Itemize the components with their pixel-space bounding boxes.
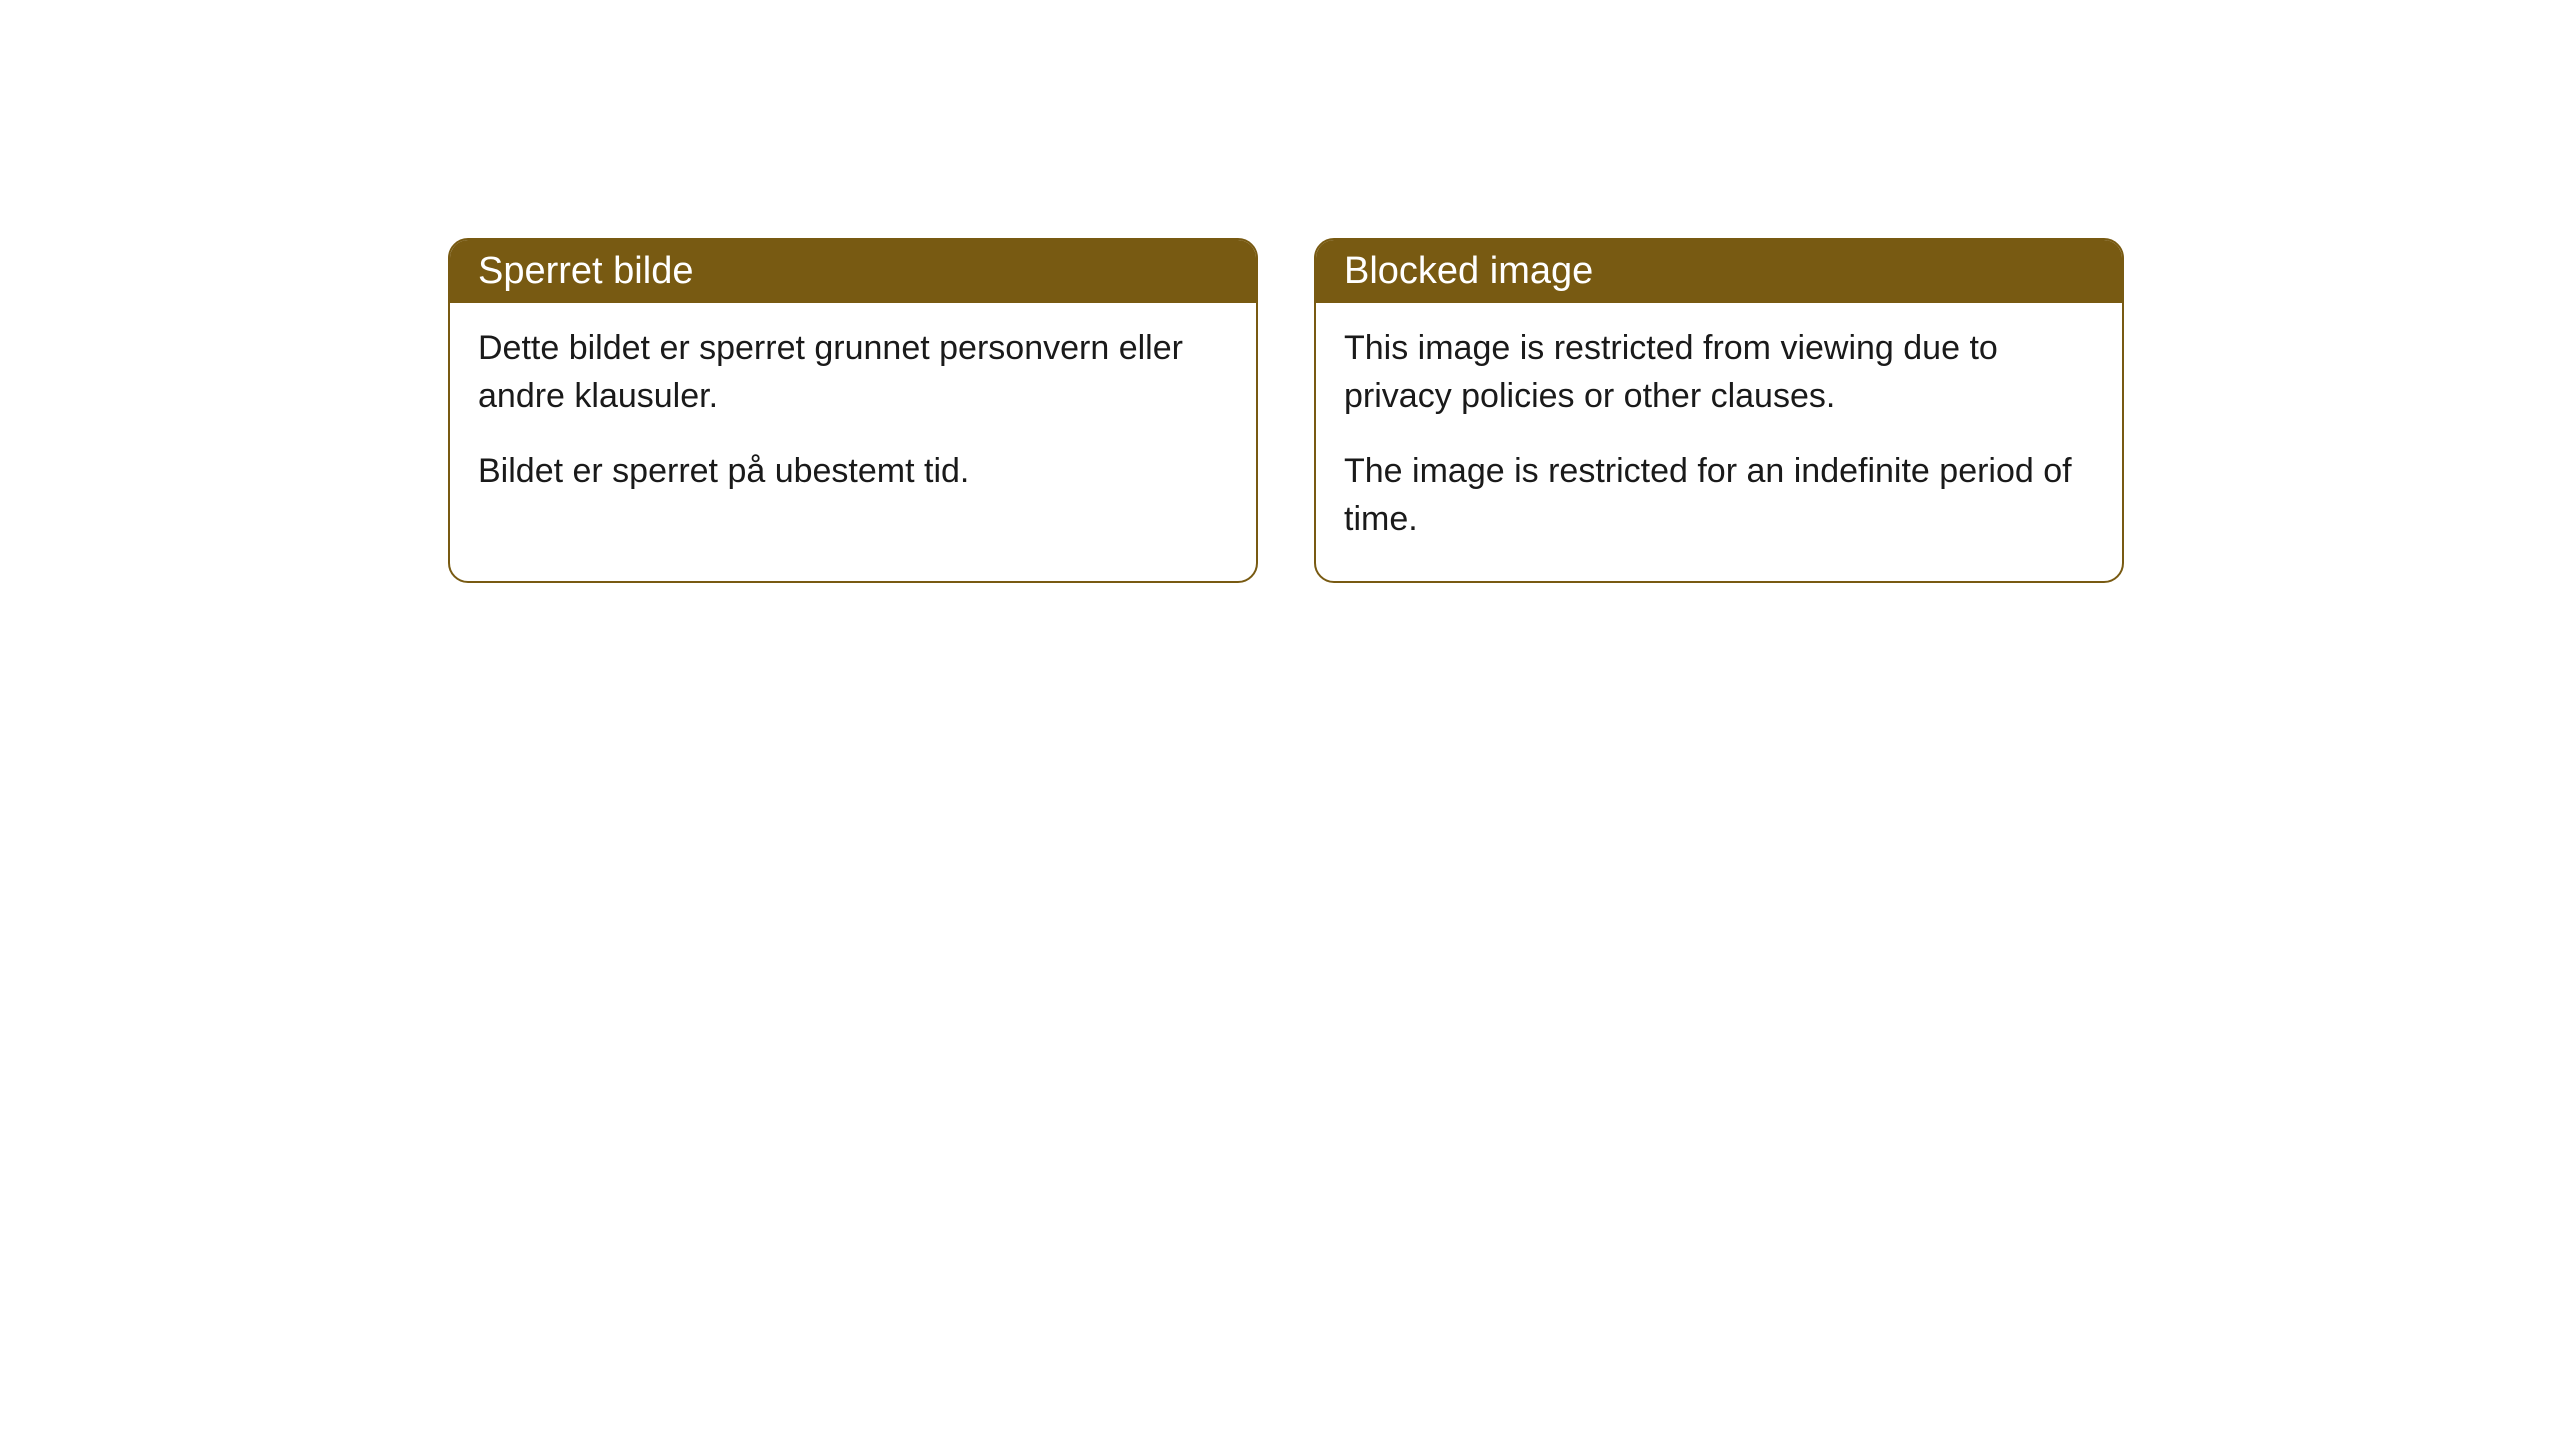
notice-panels-container: Sperret bilde Dette bildet er sperret gr… [448, 238, 2124, 583]
panel-title: Sperret bilde [450, 240, 1256, 303]
panel-paragraph: The image is restricted for an indefinit… [1344, 448, 2094, 543]
blocked-image-panel-english: Blocked image This image is restricted f… [1314, 238, 2124, 583]
panel-paragraph: This image is restricted from viewing du… [1344, 325, 2094, 420]
panel-body: This image is restricted from viewing du… [1316, 303, 2122, 581]
panel-paragraph: Bildet er sperret på ubestemt tid. [478, 448, 1228, 496]
panel-body: Dette bildet er sperret grunnet personve… [450, 303, 1256, 534]
blocked-image-panel-norwegian: Sperret bilde Dette bildet er sperret gr… [448, 238, 1258, 583]
panel-paragraph: Dette bildet er sperret grunnet personve… [478, 325, 1228, 420]
panel-title: Blocked image [1316, 240, 2122, 303]
